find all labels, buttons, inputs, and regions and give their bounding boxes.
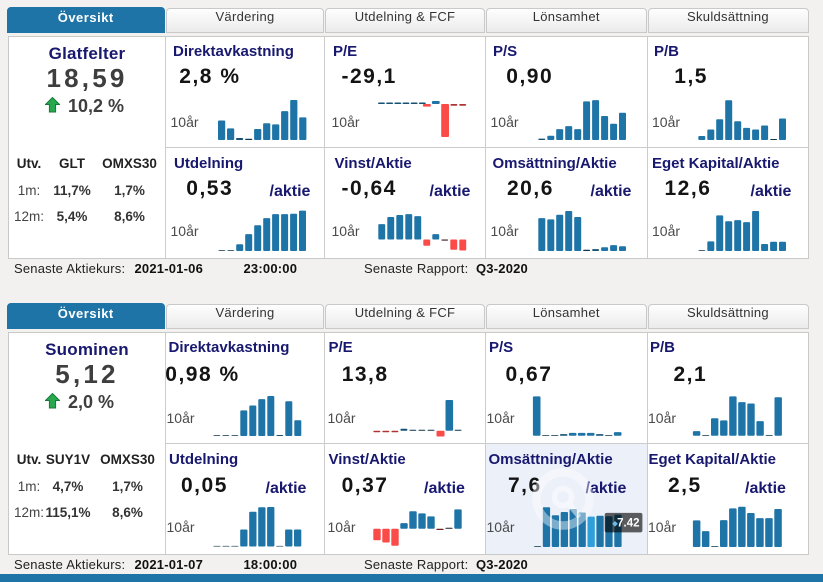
svg-text:7.42: 7.42	[617, 518, 639, 530]
